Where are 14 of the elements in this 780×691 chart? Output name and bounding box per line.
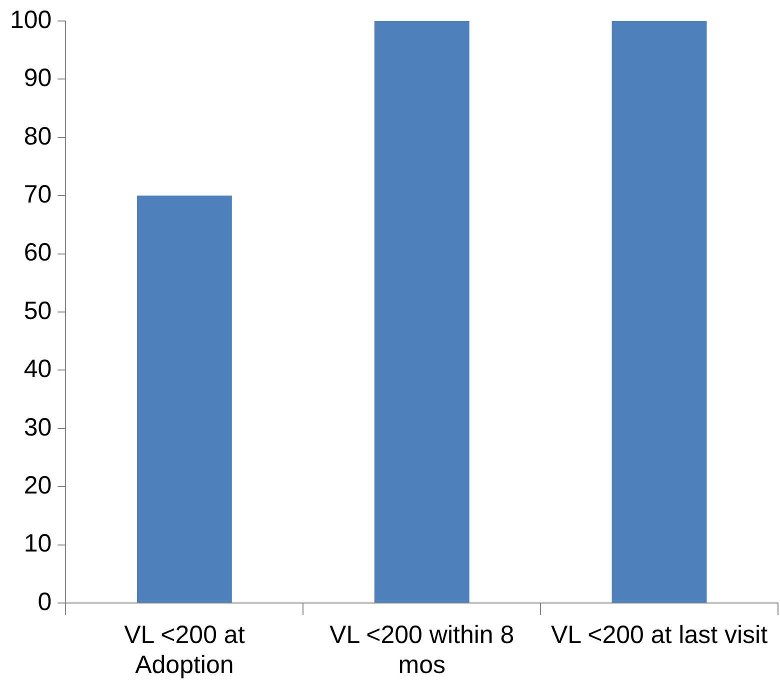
y-tick-label: 50	[24, 296, 52, 325]
y-tick-label: 90	[24, 64, 52, 92]
y-tick-label: 60	[24, 238, 52, 267]
y-tick-label: 10	[24, 530, 52, 558]
y-tick-label: 0	[38, 588, 52, 616]
x-tick-label: VL <200 at Adoption	[124, 620, 245, 679]
y-tick-label: 40	[24, 355, 52, 384]
y-tick-label: 20	[24, 471, 52, 500]
y-tick-label: 70	[24, 180, 52, 208]
x-tick-label: VL <200 within 8 mos	[330, 620, 514, 679]
x-tick-label: VL <200 at last visit	[551, 620, 768, 649]
y-tick-label: 30	[24, 413, 52, 442]
y-tick-label: 100	[10, 6, 52, 34]
y-tick-label: 80	[24, 122, 52, 150]
